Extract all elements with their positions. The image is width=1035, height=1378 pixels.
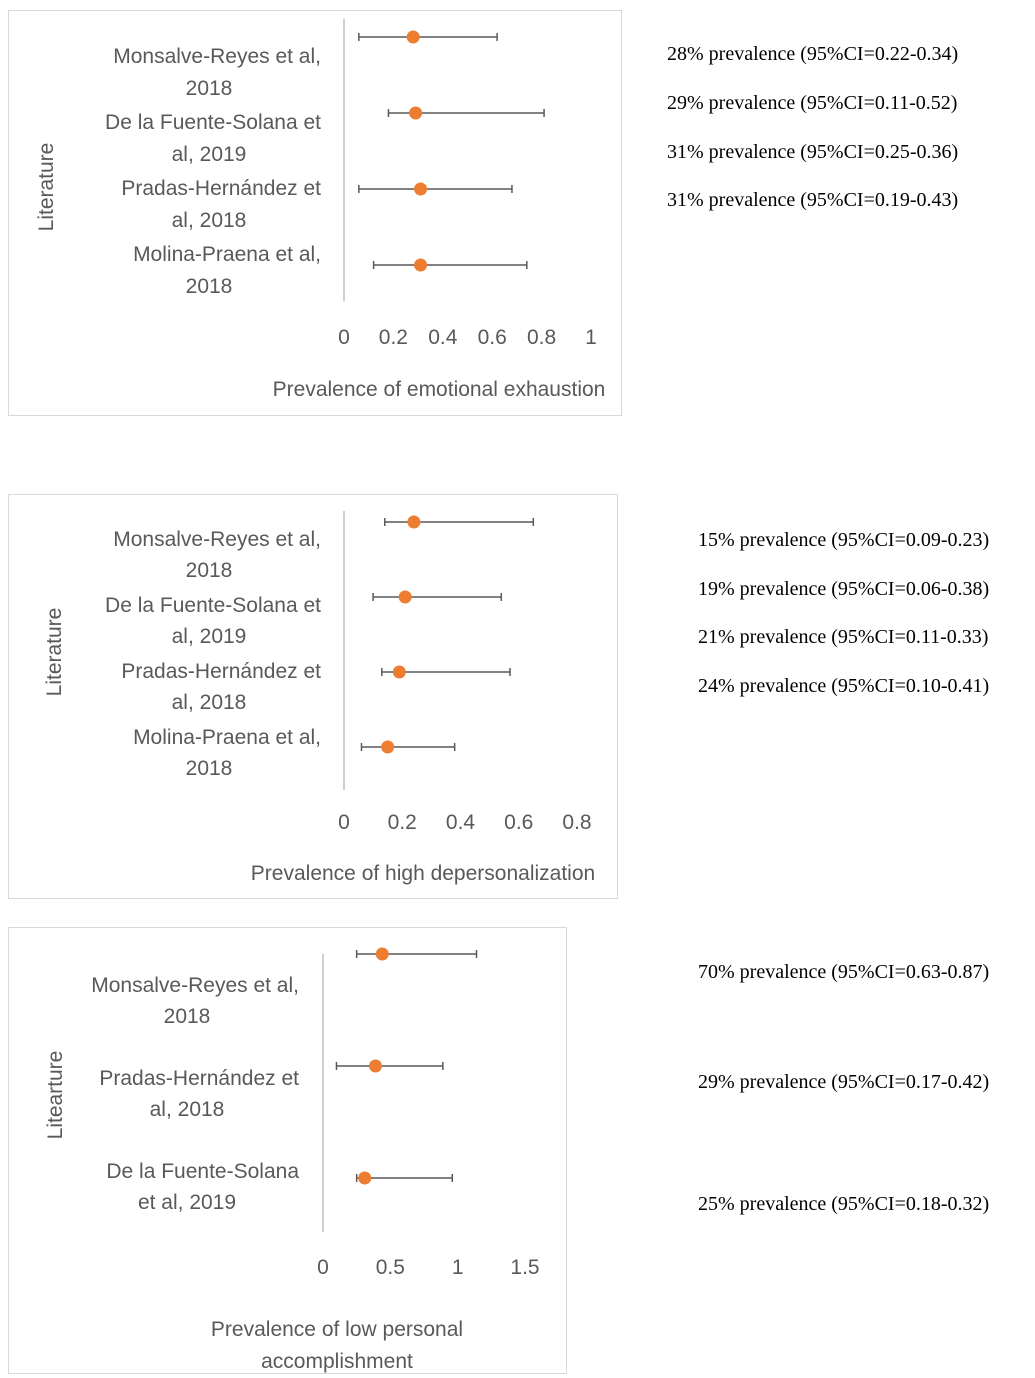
x-axis-title: Prevalence of emotional exhaustion — [273, 378, 606, 401]
annotation-note: 31% prevalence (95%CI=0.19-0.43) — [667, 189, 959, 211]
category-label: Molina-Praena et al, — [133, 726, 321, 749]
x-tick-label: 0.6 — [478, 326, 507, 349]
category-label: Monsalve-Reyes et al, — [113, 45, 321, 68]
x-tick-label: 1 — [585, 326, 597, 349]
category-label: 2018 — [164, 1005, 211, 1028]
annotation-note: 15% prevalence (95%CI=0.09-0.23) — [698, 529, 990, 551]
data-point — [392, 665, 406, 679]
annotation-note: 29% prevalence (95%CI=0.17-0.42) — [698, 1071, 990, 1093]
x-tick-label: 0.5 — [376, 1256, 405, 1279]
x-tick-label: 0.2 — [379, 326, 408, 349]
category-label: 2018 — [186, 559, 233, 582]
category-label: al, 2018 — [150, 1098, 225, 1121]
x-tick-label: 0 — [338, 326, 350, 349]
x-tick-label: 0.8 — [562, 811, 591, 834]
annotation-note: 24% prevalence (95%CI=0.10-0.41) — [698, 675, 990, 697]
data-point — [407, 515, 421, 529]
category-label: 2018 — [186, 275, 233, 298]
data-point — [398, 590, 412, 604]
category-label: Monsalve-Reyes et al, — [113, 528, 321, 551]
data-point — [406, 30, 420, 44]
chart-panel-high-depersonalization: 0 0.2 0.4 0.6 0.8 Prevalence of high deperson… — [8, 494, 618, 899]
category-label: al, 2018 — [172, 209, 247, 232]
annotation-note: 70% prevalence (95%CI=0.63-0.87) — [698, 961, 990, 983]
chart-panel-low-personal-accomplishment: 0 0.5 1 1.5 Prevalence of low personal accomp… — [8, 927, 567, 1374]
x-axis-title: accomplishment — [261, 1350, 413, 1373]
x-tick-label: 0.6 — [504, 811, 533, 834]
data-point — [381, 740, 395, 754]
x-tick-label: 0.8 — [527, 326, 556, 349]
y-axis-title: Litearture — [44, 1051, 67, 1140]
category-label: al, 2019 — [172, 625, 247, 648]
category-label: Molina-Praena et al, — [133, 243, 321, 266]
x-tick-label: 1.5 — [510, 1256, 539, 1279]
annotation-note: 28% prevalence (95%CI=0.22-0.34) — [667, 43, 959, 65]
category-label: De la Fuente-Solana et — [105, 111, 321, 134]
category-label: Pradas-Hernández et — [99, 1067, 299, 1090]
x-tick-label: 0.4 — [446, 811, 476, 834]
category-label: De la Fuente-Solana et — [105, 594, 321, 617]
category-label: Monsalve-Reyes et al, — [91, 974, 299, 997]
category-label: 2018 — [186, 77, 233, 100]
data-point — [414, 182, 428, 196]
forest-plot-high-depersonalization: 0 0.2 0.4 0.6 0.8 Prevalence of high deperson… — [43, 511, 595, 885]
x-tick-label: 0.2 — [388, 811, 417, 834]
x-axis-title: Prevalence of low personal — [211, 1318, 463, 1341]
category-label: al, 2019 — [172, 143, 247, 166]
forest-plot-low-personal-accomplishment: 0 0.5 1 1.5 Prevalence of low personal accomp… — [44, 947, 540, 1373]
data-point — [414, 258, 428, 272]
y-axis-title: Literature — [43, 608, 66, 697]
data-point — [369, 1059, 383, 1073]
annotation-note: 19% prevalence (95%CI=0.06-0.38) — [698, 578, 990, 600]
data-point — [409, 106, 423, 120]
annotation-note: 25% prevalence (95%CI=0.18-0.32) — [698, 1193, 990, 1215]
category-label: 2018 — [186, 757, 233, 780]
category-label: De la Fuente-Solana — [106, 1160, 299, 1183]
x-axis-title: Prevalence of high depersonalization — [251, 862, 595, 885]
annotation-note: 31% prevalence (95%CI=0.25-0.36) — [667, 141, 959, 163]
annotation-note: 29% prevalence (95%CI=0.11-0.52) — [667, 92, 958, 114]
x-tick-label: 0.4 — [428, 326, 458, 349]
category-label: et al, 2019 — [138, 1191, 236, 1214]
forest-plot-emotional-exhaustion: 0 0.2 0.4 0.6 0.8 1 Prevalence of emotional ex… — [35, 19, 606, 401]
y-axis-title: Literature — [35, 143, 58, 232]
x-tick-label: 1 — [452, 1256, 464, 1279]
x-tick-label: 0 — [338, 811, 350, 834]
category-label: al, 2018 — [172, 691, 247, 714]
data-point — [375, 947, 389, 961]
annotation-note: 21% prevalence (95%CI=0.11-0.33) — [698, 626, 989, 648]
data-point — [358, 1171, 372, 1185]
x-tick-label: 0 — [317, 1256, 329, 1279]
category-label: Pradas-Hernández et — [121, 660, 321, 683]
category-label: Pradas-Hernández et — [121, 177, 321, 200]
chart-panel-emotional-exhaustion: 0 0.2 0.4 0.6 0.8 1 Prevalence of emotional ex… — [8, 10, 622, 416]
